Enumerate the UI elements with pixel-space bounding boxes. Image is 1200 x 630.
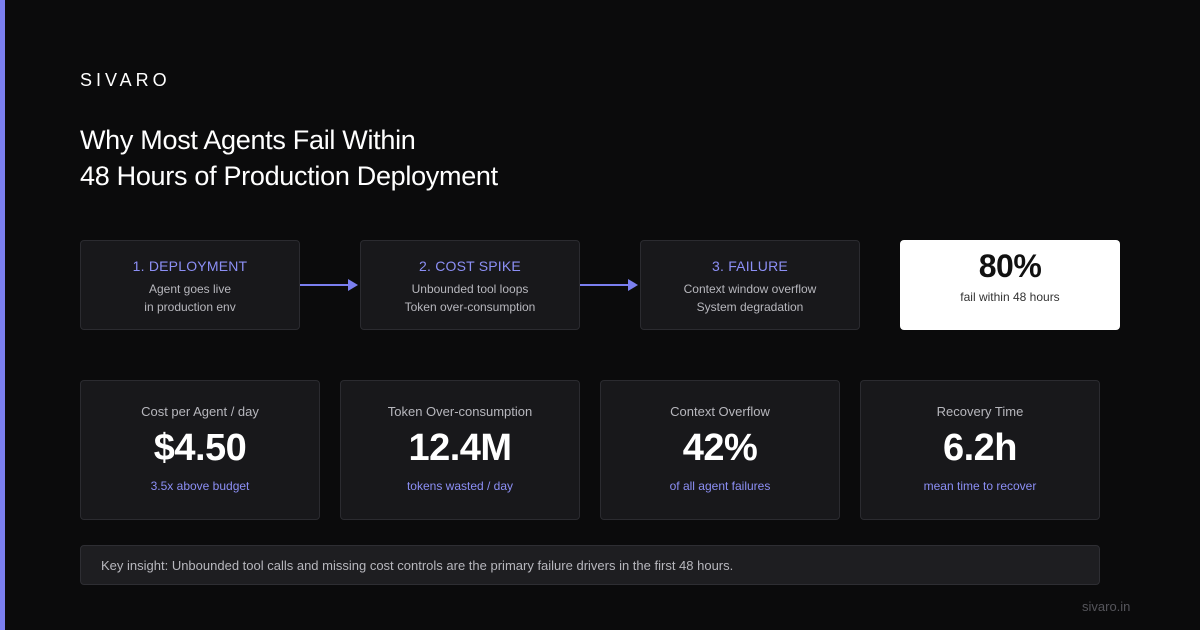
step-line: Agent goes live xyxy=(148,282,232,296)
step-line: Unbounded tool loops xyxy=(411,282,529,296)
accent-bar xyxy=(0,0,5,630)
step-title: 3. FAILURE xyxy=(712,258,788,274)
metric-card-tokens: Token Over-consumption 12.4M tokens wast… xyxy=(340,380,580,520)
metric-note: of all agent failures xyxy=(669,479,771,493)
failure-rate-value: 80% xyxy=(978,248,1042,284)
footer-url: sivaro.in xyxy=(1082,599,1131,614)
step-line: Token over-consumption xyxy=(404,300,536,314)
step-card-cost-spike: 2. COST SPIKE Unbounded tool loops Token… xyxy=(360,240,580,330)
metric-card-recovery-time: Recovery Time 6.2h mean time to recover xyxy=(860,380,1100,520)
metric-label: Recovery Time xyxy=(936,404,1024,419)
metric-value: $4.50 xyxy=(153,427,247,469)
failure-rate-label: fail within 48 hours xyxy=(960,290,1060,304)
arrow-right-icon xyxy=(300,279,358,291)
step-card-failure: 3. FAILURE Context window overflow Syste… xyxy=(640,240,860,330)
brand-logo: SIVARO xyxy=(80,70,171,90)
metric-card-cost: Cost per Agent / day $4.50 3.5x above bu… xyxy=(80,380,320,520)
step-title: 2. COST SPIKE xyxy=(419,258,521,274)
page-title: Why Most Agents Fail Within 48 Hours of … xyxy=(80,122,498,194)
metric-value: 6.2h xyxy=(942,427,1018,469)
step-line: Context window overflow xyxy=(683,282,817,296)
step-card-deployment: 1. DEPLOYMENT Agent goes live in product… xyxy=(80,240,300,330)
failure-rate-card: 80% fail within 48 hours xyxy=(900,240,1120,330)
metric-value: 12.4M xyxy=(408,427,512,469)
metric-label: Context Overflow xyxy=(670,404,770,419)
metric-label: Cost per Agent / day xyxy=(141,404,259,419)
metric-label: Token Over-consumption xyxy=(387,404,533,419)
step-line: in production env xyxy=(144,300,236,314)
metric-note: mean time to recover xyxy=(923,479,1037,493)
title-line-2: 48 Hours of Production Deployment xyxy=(80,161,498,191)
metric-value: 42% xyxy=(682,427,758,469)
metric-card-context-overflow: Context Overflow 42% of all agent failur… xyxy=(600,380,840,520)
title-line-1: Why Most Agents Fail Within xyxy=(80,125,416,155)
key-insight-banner: Key insight: Unbounded tool calls and mi… xyxy=(80,545,1100,585)
metric-note: tokens wasted / day xyxy=(406,479,514,493)
step-title: 1. DEPLOYMENT xyxy=(132,258,248,274)
step-line: System degradation xyxy=(696,300,804,314)
metric-note: 3.5x above budget xyxy=(150,479,250,493)
arrow-right-icon xyxy=(580,279,638,291)
